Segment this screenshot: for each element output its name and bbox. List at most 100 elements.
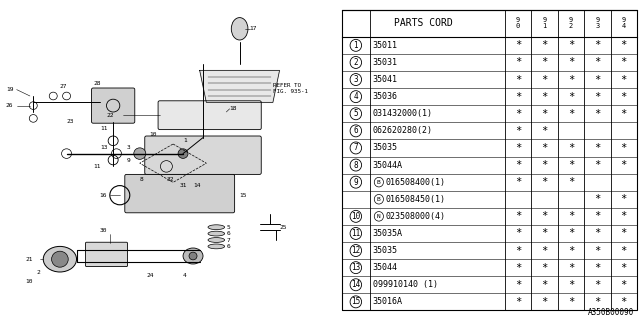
Text: *: * [541,143,548,153]
Text: 27: 27 [60,84,67,89]
Text: *: * [541,126,548,136]
Ellipse shape [208,231,225,236]
Text: 35016A: 35016A [372,297,403,306]
Text: *: * [541,211,548,221]
Text: 8: 8 [353,161,358,170]
Text: *: * [621,40,627,50]
Text: 32: 32 [166,177,174,182]
Ellipse shape [208,244,225,249]
Ellipse shape [208,237,225,243]
Text: *: * [621,228,627,238]
Text: *: * [594,280,600,290]
Text: *: * [594,40,600,50]
Text: 2: 2 [36,269,40,275]
Text: 062620280(2): 062620280(2) [372,126,433,135]
Text: 6: 6 [227,231,230,236]
Text: *: * [621,143,627,153]
Text: 35035: 35035 [372,246,397,255]
Text: 25: 25 [280,225,287,230]
Text: *: * [594,297,600,307]
Text: 1: 1 [353,41,358,50]
Text: 016508450(1): 016508450(1) [385,195,445,204]
Text: *: * [568,143,574,153]
Text: *: * [568,92,574,102]
Text: 12: 12 [351,246,360,255]
Text: *: * [594,160,600,170]
Text: *: * [594,263,600,273]
Text: 099910140 (1): 099910140 (1) [372,280,438,289]
Text: *: * [568,297,574,307]
Text: *: * [621,160,627,170]
Text: 24: 24 [147,273,154,278]
Text: 21: 21 [26,257,33,262]
Text: *: * [594,194,600,204]
Text: *: * [515,75,521,84]
Text: *: * [515,40,521,50]
Text: *: * [541,109,548,119]
Text: *: * [568,263,574,273]
Text: 023508000(4): 023508000(4) [385,212,445,221]
Ellipse shape [231,18,248,40]
Text: *: * [621,92,627,102]
Text: 9: 9 [127,157,130,163]
Text: *: * [594,211,600,221]
FancyBboxPatch shape [145,136,261,174]
Text: *: * [541,297,548,307]
Text: 8: 8 [140,177,143,182]
Text: 13: 13 [351,263,360,272]
Text: *: * [621,297,627,307]
Text: *: * [541,160,548,170]
Text: REFER TO
FIG. 935-1: REFER TO FIG. 935-1 [273,83,308,94]
Text: *: * [515,245,521,256]
Text: *: * [621,211,627,221]
Text: 9
2: 9 2 [569,18,573,29]
Text: 9
3: 9 3 [595,18,600,29]
Text: *: * [541,75,548,84]
Text: 13: 13 [100,145,108,150]
Text: *: * [568,109,574,119]
Text: *: * [594,143,600,153]
Text: *: * [515,160,521,170]
Text: 14: 14 [193,183,200,188]
Text: 7: 7 [227,237,230,243]
Text: 35044A: 35044A [372,161,403,170]
Text: A350B00090: A350B00090 [588,308,634,317]
Text: 18: 18 [230,106,237,111]
Text: *: * [541,40,548,50]
Text: *: * [541,177,548,187]
Text: 11: 11 [100,125,108,131]
Text: *: * [568,228,574,238]
Text: 15: 15 [239,193,247,198]
Ellipse shape [183,248,203,264]
Text: 2: 2 [353,58,358,67]
Text: *: * [621,58,627,68]
Text: *: * [515,92,521,102]
Text: 10: 10 [26,279,33,284]
Text: 10: 10 [150,132,157,137]
Text: *: * [594,245,600,256]
Text: *: * [594,109,600,119]
Text: *: * [515,211,521,221]
FancyBboxPatch shape [92,88,135,123]
Text: 6: 6 [353,126,358,135]
Text: *: * [541,280,548,290]
Text: 9
1: 9 1 [542,18,547,29]
Text: 11: 11 [93,164,100,169]
Circle shape [189,252,197,260]
Text: 35011: 35011 [372,41,397,50]
Text: 3: 3 [353,75,358,84]
Text: *: * [515,280,521,290]
Text: 4: 4 [183,273,187,278]
Text: *: * [541,92,548,102]
Text: B: B [377,180,381,185]
Text: *: * [541,245,548,256]
Text: 22: 22 [106,113,114,118]
Text: *: * [515,297,521,307]
Text: 35036: 35036 [372,92,397,101]
Text: *: * [541,228,548,238]
Text: *: * [568,177,574,187]
Text: 35044: 35044 [372,263,397,272]
Text: 30: 30 [100,228,108,233]
Text: 5: 5 [227,225,230,230]
Text: *: * [568,160,574,170]
